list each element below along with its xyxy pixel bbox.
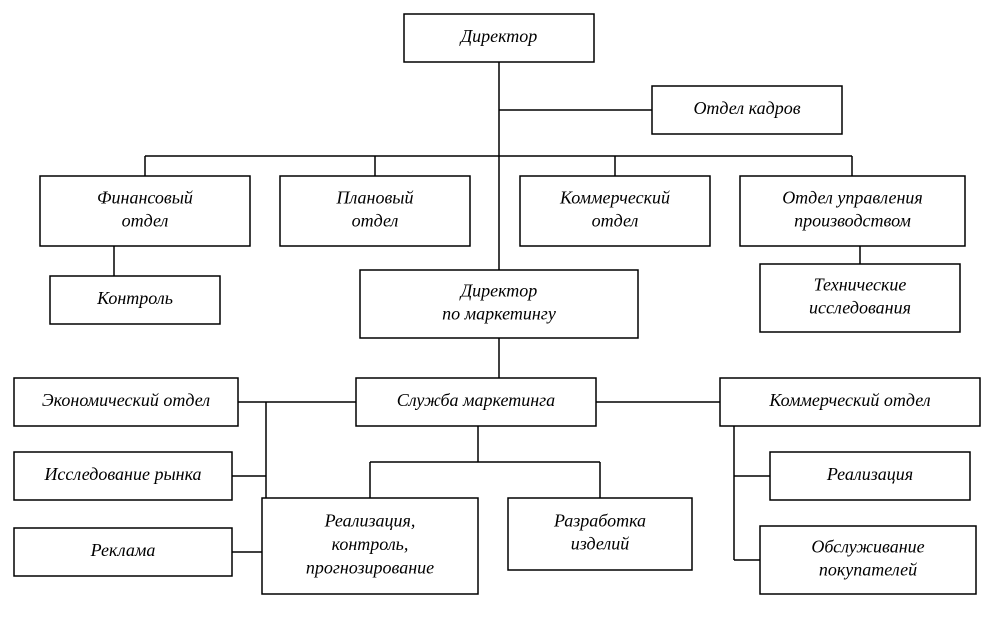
node-marketing_svc: Служба маркетинга xyxy=(356,378,596,426)
node-label: Реклама xyxy=(90,540,156,560)
node-label: Исследование рынка xyxy=(43,464,201,484)
node-director: Директор xyxy=(404,14,594,62)
node-marketing_dir: Директорпо маркетингу xyxy=(360,270,638,338)
node-realization: Реализация xyxy=(770,452,970,500)
node-label: Отдел кадров xyxy=(693,98,800,118)
node-label: Служба маркетинга xyxy=(397,390,555,410)
node-commercial: Коммерческийотдел xyxy=(520,176,710,246)
node-tech_research: Техническиеисследования xyxy=(760,264,960,332)
node-label: Коммерческий отдел xyxy=(768,390,930,410)
node-advertising: Реклама xyxy=(14,528,232,576)
node-economics: Экономический отдел xyxy=(14,378,238,426)
node-hr: Отдел кадров xyxy=(652,86,842,134)
node-control: Контроль xyxy=(50,276,220,324)
node-label: Контроль xyxy=(96,288,173,308)
node-market_research: Исследование рынка xyxy=(14,452,232,500)
node-label: Реализация xyxy=(826,464,913,484)
node-label: Директор xyxy=(459,26,538,46)
node-production: Отдел управленияпроизводством xyxy=(740,176,965,246)
node-commercial2: Коммерческий отдел xyxy=(720,378,980,426)
org-chart-diagram: Директор Отдел кадров Финансовыйотдел Плано… xyxy=(0,0,997,635)
node-product_dev: Разработкаизделий xyxy=(508,498,692,570)
node-planning: Плановыйотдел xyxy=(280,176,470,246)
node-customer_svc: Обслуживаниепокупателей xyxy=(760,526,976,594)
nodes-group: Директор Отдел кадров Финансовыйотдел Плано… xyxy=(14,14,980,594)
node-finance: Финансовыйотдел xyxy=(40,176,250,246)
node-label: Экономический отдел xyxy=(42,390,210,410)
node-realization_ctrl: Реализация,контроль,прогнозирование xyxy=(262,498,478,594)
